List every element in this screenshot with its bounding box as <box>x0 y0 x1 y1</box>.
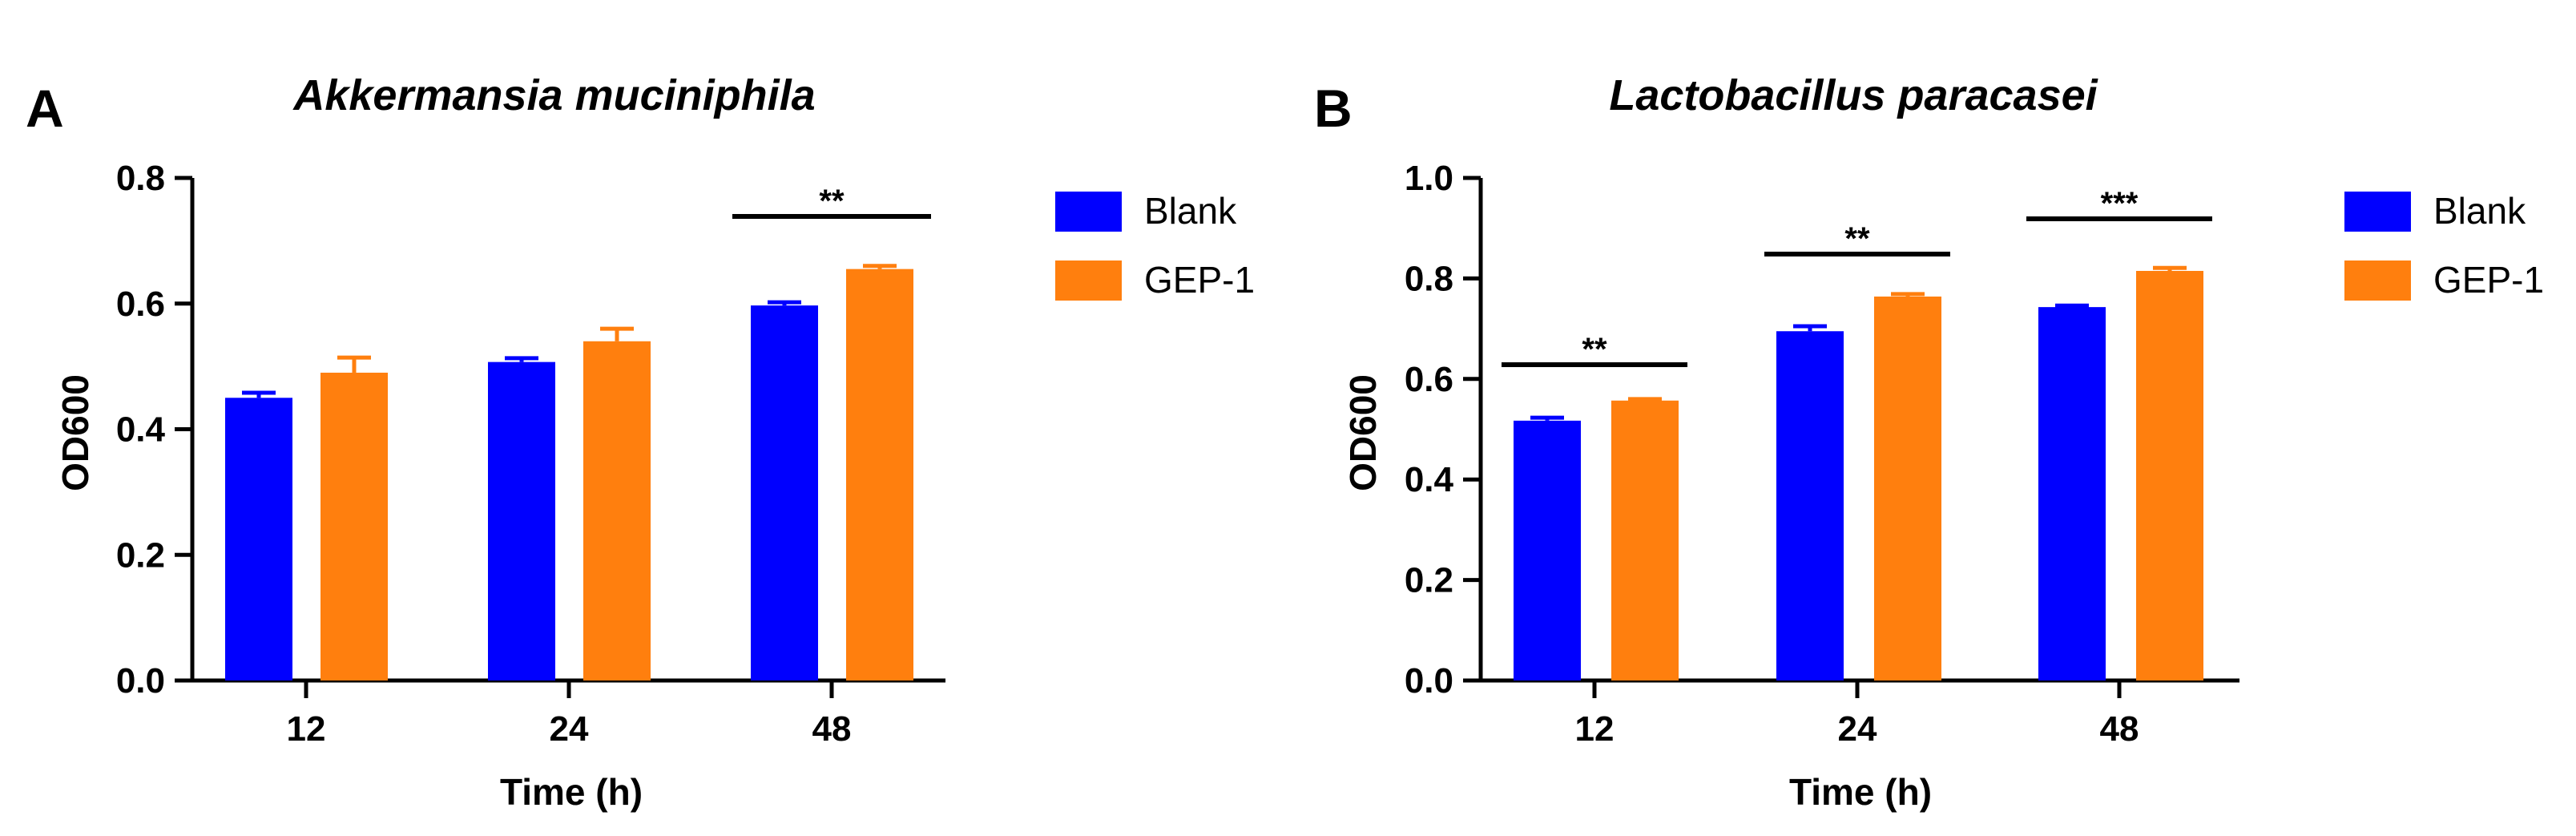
panel-b-x-tick-label: 12 <box>1575 709 1615 749</box>
panel-b-legend-swatch-blank <box>2344 192 2411 232</box>
panel-b-bar <box>1874 296 1941 681</box>
panel-b-significance-label: ** <box>1844 221 1870 256</box>
panel-b-y-tick-label: 0.6 <box>1405 360 1453 399</box>
panel-b-bar <box>1611 400 1679 681</box>
panel-b-x-tick-label: 24 <box>1838 709 1877 749</box>
panel-b-ylabel: OD600 <box>1342 374 1384 491</box>
panel-b-bar <box>2038 307 2106 681</box>
panel-b-bar <box>2136 270 2203 681</box>
panel-a-legend-swatch-blank <box>1055 192 1122 232</box>
panel-b-xlabel: Time (h) <box>1789 771 1932 813</box>
panel-b-bar <box>1514 420 1581 681</box>
panel-a-y-tick-label: 0.0 <box>116 661 165 701</box>
panel-a-bar <box>583 341 651 681</box>
panel-a-legend: Blank GEP-1 <box>1055 190 1255 301</box>
panel-b-y-tick-label: 0.4 <box>1405 460 1454 499</box>
panel-a-y-tick-label: 0.6 <box>116 285 165 324</box>
panel-b-legend-label-gep1: GEP-1 <box>2433 259 2544 301</box>
panel-b-y-tick-label: 0.2 <box>1405 561 1453 600</box>
panel-a-y-tick-label: 0.4 <box>116 410 166 450</box>
panel-a-bar <box>488 361 555 681</box>
panel-a-plot: 0.0 0.2 0.4 0.6 0.8 12 24 48 ** <box>116 159 945 749</box>
panel-a-legend-label-blank: Blank <box>1144 190 1237 232</box>
panel-a-x-tick-label: 24 <box>550 709 589 749</box>
panel-b-legend-swatch-gep1 <box>2344 260 2411 301</box>
panel-b-y-tick-label: 0.8 <box>1405 259 1453 298</box>
panel-b-x-tick-label: 48 <box>2100 709 2139 749</box>
panel-b-significance-label: ** <box>1582 332 1607 367</box>
panel-a-xlabel: Time (h) <box>500 771 643 813</box>
panel-b-significance-label: *** <box>2101 186 2139 221</box>
panel-a-bar <box>320 372 388 681</box>
panel-b-y-tick-label: 1.0 <box>1405 159 1453 198</box>
panel-b-plot: 0.00.20.40.60.81.012 24 48******* <box>1405 159 2239 749</box>
panel-a-x-tick-label: 48 <box>812 709 852 749</box>
panel-a-ylabel: OD600 <box>54 374 96 491</box>
panel-a-legend-label-gep1: GEP-1 <box>1144 259 1255 301</box>
panel-b-bar <box>1776 331 1844 681</box>
panel-b-y-tick-label: 0.0 <box>1405 661 1453 701</box>
panel-a-x-tick-label: 12 <box>287 709 326 749</box>
panel-a-legend-swatch-gep1 <box>1055 260 1122 301</box>
panel-a: A Akkermansia muciniphila 0.00.20.40.60.… <box>26 71 1255 813</box>
panel-b-title: Lactobacillus paracasei <box>1609 71 2098 119</box>
panel-b-letter: B <box>1314 79 1353 138</box>
panel-a-bar <box>225 398 292 681</box>
panel-a-y-tick-label: 0.8 <box>116 159 165 198</box>
panel-a-bar <box>751 305 818 681</box>
panel-a-significance-label: ** <box>819 184 845 219</box>
panel-a-title: Akkermansia muciniphila <box>292 71 815 119</box>
panel-b-legend: Blank GEP-1 <box>2344 190 2544 301</box>
panel-a-letter: A <box>26 79 64 138</box>
panel-a-y-tick-label: 0.2 <box>116 535 165 575</box>
panel-b-legend-label-blank: Blank <box>2433 190 2526 232</box>
panel-b: B Lactobacillus paracasei 0.0 0.2 0.4 0.6 0.… <box>1314 71 2544 813</box>
panel-a-bar <box>846 269 913 681</box>
